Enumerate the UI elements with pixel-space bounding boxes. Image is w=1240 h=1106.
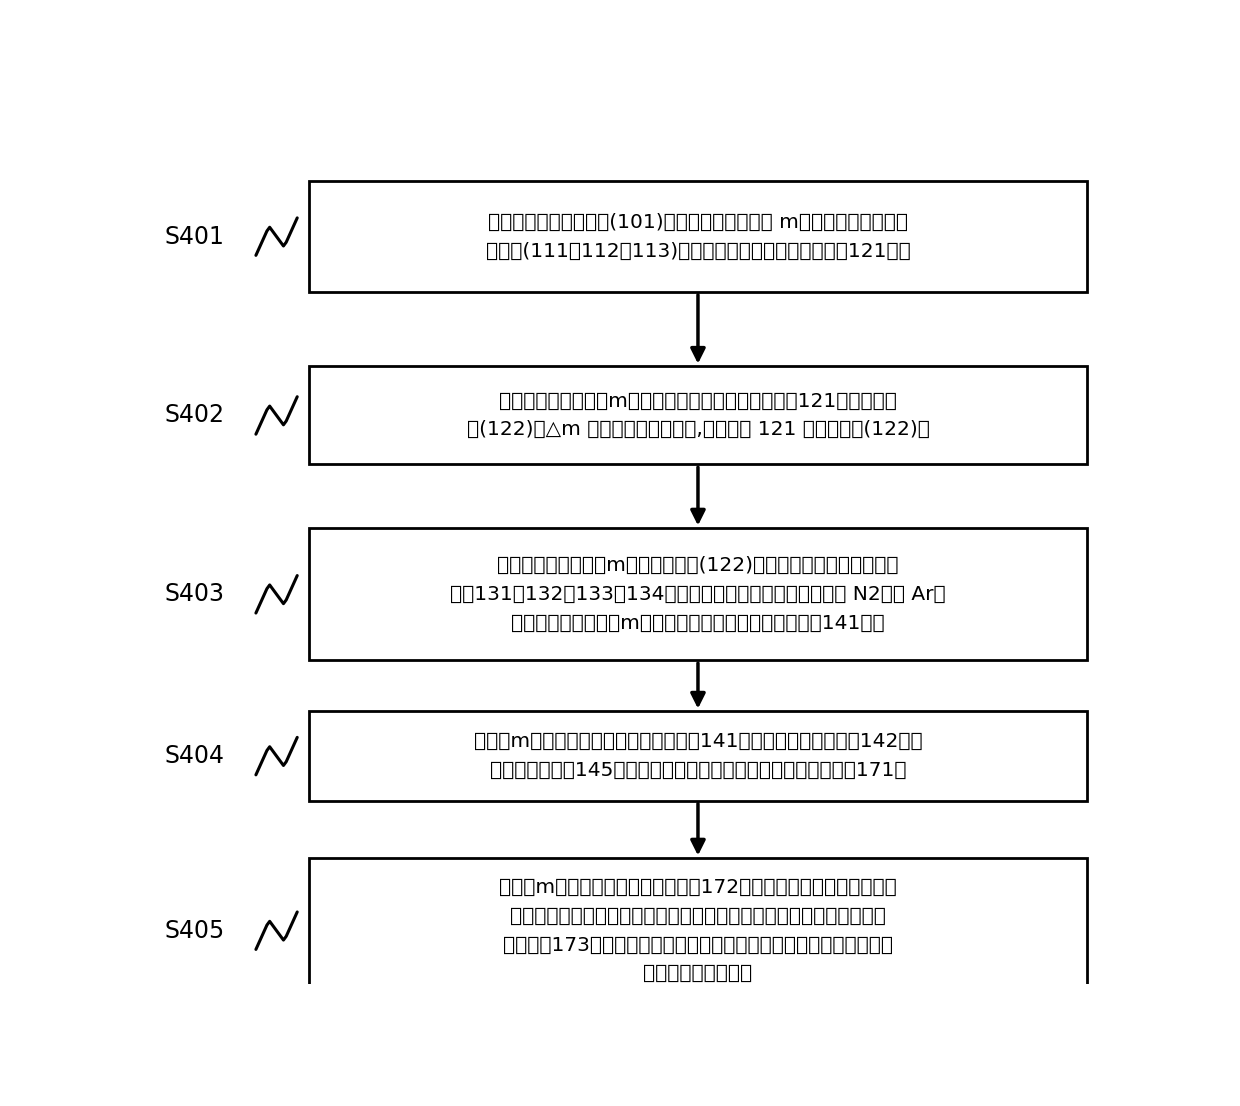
Text: 目标被测样品离子（m）进入后四极(122)经过整形，进入离子碎裂装
置（131、132、133、134），在离子通过此装置的过程中与 N2（或 Ar）
气进行碰: 目标被测样品离子（m）进入后四极(122)经过整形，进入离子碎裂装 置（131、…	[450, 556, 946, 633]
Text: 目标被测样品离子（m）通过第一级四极质量分析器（121）进入后四
极(122)，△m 窗口外的离子被逐出,不能通过 121 进入后四极(122)；: 目标被测样品离子（m）通过第一级四极质量分析器（121）进入后四 极(122)，…	[466, 392, 930, 439]
Text: S405: S405	[165, 919, 224, 942]
Text: S401: S401	[165, 225, 224, 249]
Text: S404: S404	[165, 744, 224, 768]
Bar	[309, 858, 1087, 1003]
Text: S402: S402	[165, 404, 224, 427]
Bar	[309, 181, 1087, 292]
Bar	[309, 529, 1087, 660]
Bar	[309, 711, 1087, 801]
Text: 离子（m）及其子离子由离子导引装置（141），经过四极偏转器（142），
离子导引装置（145）导入到飞行时间质量分析器离子导引装置（171）: 离子（m）及其子离子由离子导引装置（141），经过四极偏转器（142）， 离子导…	[474, 732, 923, 780]
Bar	[309, 366, 1087, 465]
Text: S403: S403	[165, 582, 224, 606]
Text: 离子（m）及其子离子被脉冲高压（172）瞬间垂直到弹射道飞行管道
区域，给了离子在垂直方向的动能，离子飞行到飞行管道底端时，被反
射装置（173）反射回来，被微: 离子（m）及其子离子被脉冲高压（172）瞬间垂直到弹射道飞行管道 区域，给了离子…	[498, 878, 897, 983]
Text: 被测样品基体由离子源(101)离子化为离子（计为 m），经过本装置的离
子导引(111、112、113)后进入第一级四极质量分析器（121）；: 被测样品基体由离子源(101)离子化为离子（计为 m），经过本装置的离 子导引(…	[486, 212, 910, 261]
